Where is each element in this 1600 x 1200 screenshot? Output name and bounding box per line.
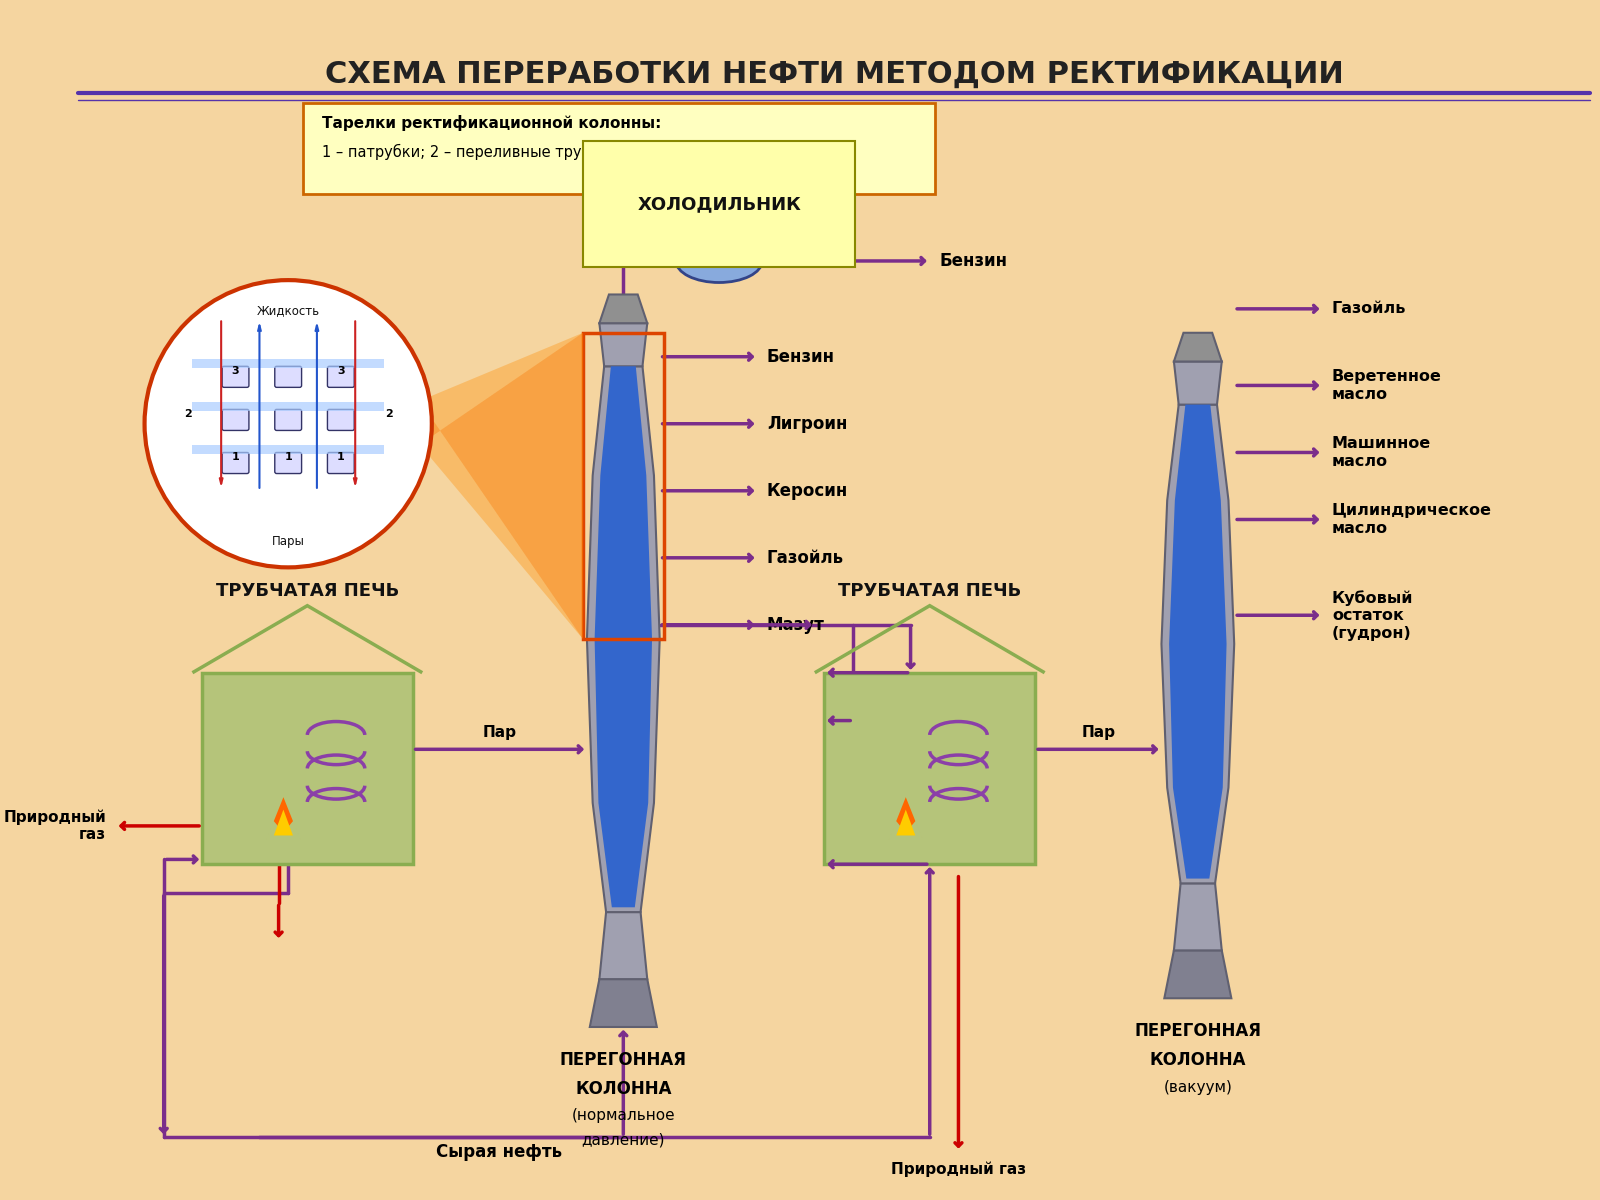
Ellipse shape	[675, 240, 762, 282]
FancyBboxPatch shape	[222, 452, 250, 474]
Text: Тарелки ректификационной колонны:: Тарелки ректификационной колонны:	[322, 115, 661, 132]
Text: Машинное
масло: Машинное масло	[1331, 437, 1430, 469]
Polygon shape	[422, 332, 582, 640]
Polygon shape	[1174, 361, 1222, 404]
FancyBboxPatch shape	[328, 409, 354, 431]
Text: 1: 1	[338, 452, 344, 462]
Circle shape	[144, 280, 432, 568]
FancyBboxPatch shape	[275, 366, 301, 388]
Text: 3: 3	[338, 366, 344, 376]
Text: Пар: Пар	[1082, 725, 1115, 739]
Polygon shape	[888, 797, 923, 840]
Polygon shape	[422, 332, 582, 640]
Text: Сырая нефть: Сырая нефть	[435, 1144, 562, 1162]
Polygon shape	[600, 323, 648, 366]
Text: Природный
газ: Природный газ	[3, 810, 106, 842]
Text: 1 – патрубки; 2 – переливные трубы; 3 – барботажные колпаки: 1 – патрубки; 2 – переливные трубы; 3 – …	[322, 144, 811, 161]
Text: 1: 1	[285, 452, 293, 462]
Text: Цилиндрическое
масло: Цилиндрическое масло	[1331, 503, 1491, 535]
Polygon shape	[1162, 404, 1234, 883]
Polygon shape	[587, 366, 659, 912]
Text: ПЕРЕГОННАЯ: ПЕРЕГОННАЯ	[560, 1051, 686, 1069]
FancyBboxPatch shape	[222, 409, 250, 431]
Text: ПЕРЕГОННАЯ: ПЕРЕГОННАЯ	[1134, 1022, 1261, 1040]
Polygon shape	[1170, 404, 1227, 878]
Text: Пар: Пар	[483, 725, 517, 739]
Text: 1: 1	[232, 452, 240, 462]
Text: Пары: Пары	[272, 535, 304, 548]
Text: КОЛОННА: КОЛОННА	[1149, 1051, 1246, 1069]
Text: 3: 3	[232, 366, 240, 376]
Polygon shape	[896, 810, 915, 835]
FancyBboxPatch shape	[275, 452, 301, 474]
FancyBboxPatch shape	[824, 673, 1035, 864]
Text: Бензин: Бензин	[766, 348, 835, 366]
FancyBboxPatch shape	[302, 103, 934, 194]
Text: ТРУБЧАТАЯ ПЕЧЬ: ТРУБЧАТАЯ ПЕЧЬ	[838, 582, 1021, 600]
FancyBboxPatch shape	[192, 445, 384, 455]
FancyBboxPatch shape	[328, 452, 354, 474]
Text: СХЕМА ПЕРЕРАБОТКИ НЕФТИ МЕТОДОМ РЕКТИФИКАЦИИ: СХЕМА ПЕРЕРАБОТКИ НЕФТИ МЕТОДОМ РЕКТИФИК…	[325, 60, 1344, 89]
Text: Керосин: Керосин	[766, 481, 848, 499]
Text: Веретенное
масло: Веретенное масло	[1331, 370, 1442, 402]
FancyBboxPatch shape	[222, 366, 250, 388]
Text: Лигроин: Лигроин	[766, 415, 848, 433]
Polygon shape	[600, 294, 648, 323]
Text: ХОЛОДИЛЬНИК: ХОЛОДИЛЬНИК	[637, 196, 802, 214]
FancyBboxPatch shape	[275, 409, 301, 431]
Polygon shape	[422, 332, 582, 640]
FancyBboxPatch shape	[328, 366, 354, 388]
Polygon shape	[1174, 332, 1222, 361]
Polygon shape	[590, 979, 658, 1027]
FancyBboxPatch shape	[192, 402, 384, 412]
Text: (нормальное: (нормальное	[571, 1109, 675, 1123]
Polygon shape	[266, 797, 301, 840]
Text: Жидкость: Жидкость	[256, 304, 320, 317]
Text: Кубовый
остаток
(гудрон): Кубовый остаток (гудрон)	[1331, 590, 1413, 641]
Polygon shape	[595, 366, 653, 907]
Text: Бензин: Бензин	[939, 252, 1008, 270]
FancyBboxPatch shape	[202, 673, 413, 864]
Text: (вакуум): (вакуум)	[1163, 1080, 1232, 1094]
Text: 2: 2	[184, 409, 192, 419]
Text: Газойль: Газойль	[766, 548, 845, 566]
Polygon shape	[422, 332, 582, 640]
Polygon shape	[1165, 950, 1232, 998]
Text: Природный газ: Природный газ	[891, 1162, 1026, 1176]
Polygon shape	[422, 332, 582, 640]
Text: КОЛОННА: КОЛОННА	[574, 1080, 672, 1098]
Text: ТРУБЧАТАЯ ПЕЧЬ: ТРУБЧАТАЯ ПЕЧЬ	[216, 582, 398, 600]
Polygon shape	[274, 810, 293, 835]
Text: 2: 2	[386, 409, 392, 419]
Polygon shape	[422, 332, 582, 640]
Text: Газойль: Газойль	[1331, 301, 1406, 317]
Text: давление): давление)	[581, 1133, 666, 1147]
Text: Мазут: Мазут	[766, 616, 826, 634]
Polygon shape	[600, 912, 648, 979]
Polygon shape	[1174, 883, 1222, 950]
FancyBboxPatch shape	[192, 359, 384, 368]
